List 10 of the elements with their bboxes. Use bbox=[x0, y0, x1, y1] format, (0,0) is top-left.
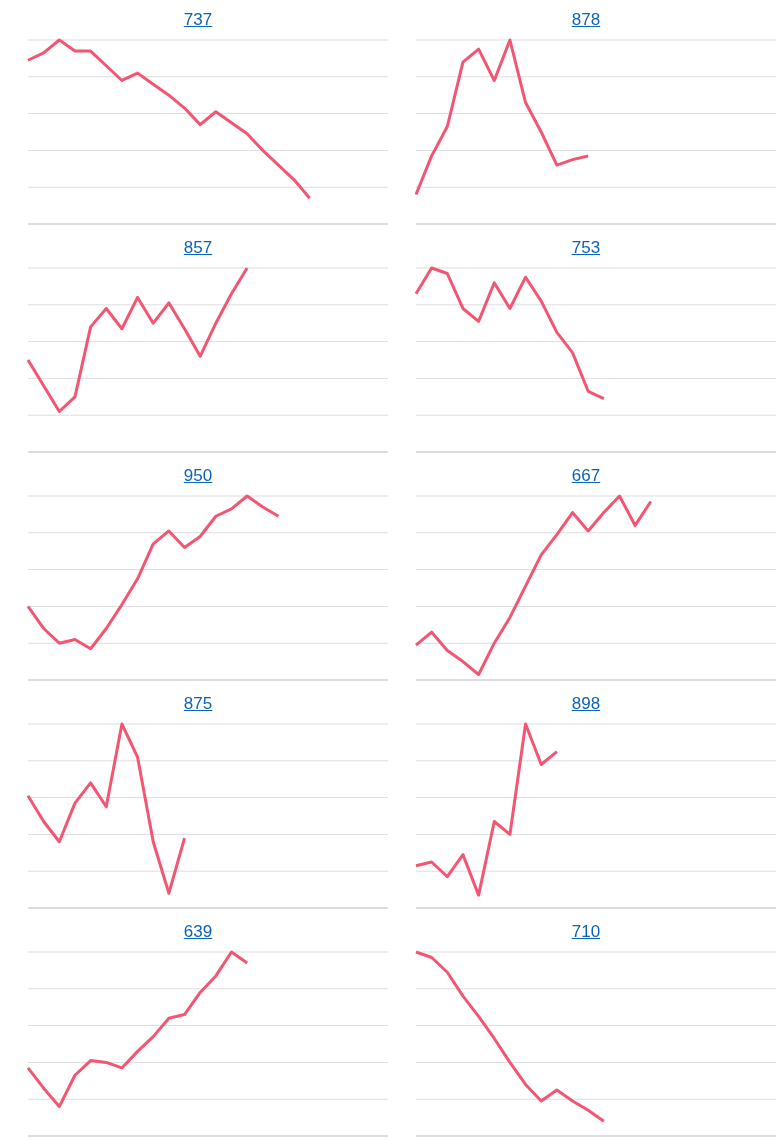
chart-title: 875 bbox=[182, 693, 214, 715]
chart-title: 639 bbox=[182, 921, 214, 943]
chart-title: 878 bbox=[570, 9, 602, 31]
chart-title: 710 bbox=[570, 921, 602, 943]
chart-title: 737 bbox=[182, 9, 214, 31]
chart-title: 753 bbox=[570, 237, 602, 259]
chart-title: 857 bbox=[182, 237, 214, 259]
chart-title: 950 bbox=[182, 465, 214, 487]
chart-title: 898 bbox=[570, 693, 602, 715]
chart-title: 667 bbox=[570, 465, 602, 487]
